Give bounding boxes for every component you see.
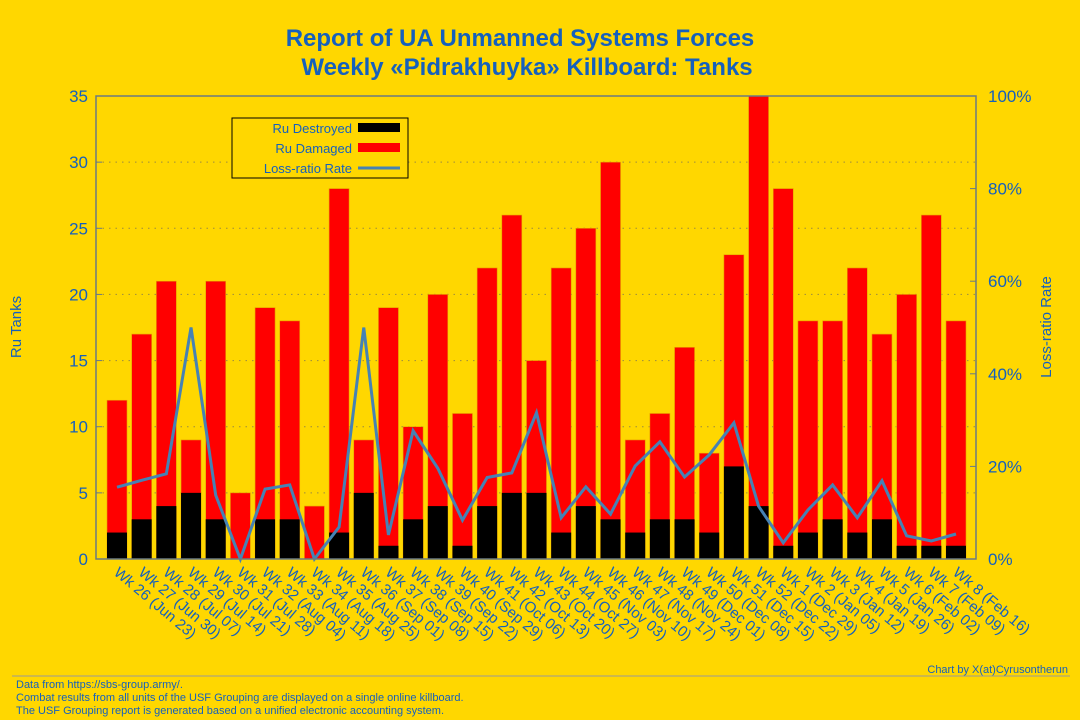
footer-line-1: Data from https://sbs-group.army/. <box>16 679 183 691</box>
legend-damaged-swatch <box>358 143 400 152</box>
y-tick-label: 20 <box>69 285 88 304</box>
plot-frame <box>95 95 977 560</box>
bar-destroyed <box>156 506 177 559</box>
bar-destroyed <box>477 506 498 559</box>
y2-tick-label: 20% <box>988 457 1022 476</box>
bar-destroyed <box>625 532 646 559</box>
bar-damaged <box>797 320 819 560</box>
bar-destroyed <box>255 519 276 559</box>
bar-destroyed <box>205 519 226 559</box>
bar-damaged <box>452 413 473 560</box>
bar-damaged <box>945 320 967 560</box>
y2-tick-label: 60% <box>988 272 1022 291</box>
legend-damaged: Ru Damaged <box>275 141 352 156</box>
y-tick-label: 30 <box>69 153 88 172</box>
bar-damaged <box>328 188 350 560</box>
y2-tick-label: 100% <box>988 87 1031 106</box>
bar-destroyed <box>773 545 794 559</box>
chart-credit: Chart by X(at)Cyrusontherun <box>927 664 1068 676</box>
bar-damaged <box>921 214 942 560</box>
chart-title-line-2: Weekly «Pidrakhuyka» Killboard: Tanks <box>301 54 752 81</box>
legend-destroyed-swatch <box>358 123 400 132</box>
y-tick-label: 35 <box>69 87 88 106</box>
footer-line-2: Combat results from all units of the USF… <box>16 692 464 704</box>
bar-destroyed <box>674 519 695 559</box>
y2-tick-label: 80% <box>988 180 1022 199</box>
bar-damaged <box>378 307 399 560</box>
bar-destroyed <box>871 519 892 559</box>
bar-destroyed <box>501 492 522 559</box>
bar-destroyed <box>699 532 720 559</box>
bar-destroyed <box>403 519 424 559</box>
y2-axis-label: Loss-ratio Rate <box>1038 276 1055 378</box>
bar-destroyed <box>452 545 473 559</box>
chart-title-line-1: Report of UA Unmanned Systems Forces <box>286 25 755 52</box>
bar-destroyed <box>526 492 547 559</box>
bar-destroyed <box>575 506 596 559</box>
y-axis-ticks: 0 5 10 15 20 25 30 35 <box>69 87 102 569</box>
bar-destroyed <box>131 519 152 559</box>
bar-destroyed <box>649 519 670 559</box>
bar-destroyed <box>946 545 966 559</box>
bars <box>106 95 967 560</box>
bar-destroyed <box>847 532 868 559</box>
y-tick-label: 10 <box>69 418 88 437</box>
bar-destroyed <box>353 492 374 559</box>
bar-destroyed <box>427 506 448 559</box>
bar-destroyed <box>600 519 621 559</box>
bar-destroyed <box>797 532 818 559</box>
bar-damaged <box>772 188 794 560</box>
bar-destroyed <box>896 545 917 559</box>
bar-destroyed <box>748 506 769 559</box>
bar-destroyed <box>107 532 127 559</box>
y2-tick-label: 40% <box>988 365 1022 384</box>
y-tick-label: 0 <box>79 550 88 569</box>
bar-damaged <box>748 95 769 560</box>
legend-loss-ratio: Loss-ratio Rate <box>264 161 352 176</box>
bar-destroyed <box>921 545 942 559</box>
y-tick-label: 5 <box>79 484 88 503</box>
y2-tick-label: 0% <box>988 550 1013 569</box>
footer-line-3: The USF Grouping report is generated bas… <box>16 705 444 717</box>
y-tick-label: 25 <box>69 219 88 238</box>
y-tick-label: 15 <box>69 352 88 371</box>
x-axis-ticks: Wk 26 (Jun 23)Wk 27 (Jun 30)Wk 28 (Jul 0… <box>110 564 1033 644</box>
bar-destroyed <box>329 532 350 559</box>
legend-destroyed: Ru Destroyed <box>273 121 352 136</box>
legend: Ru Destroyed Ru Damaged Loss-ratio Rate <box>231 117 409 179</box>
bar-destroyed <box>181 492 202 559</box>
bar-destroyed <box>551 532 572 559</box>
bar-destroyed <box>822 519 843 559</box>
bar-destroyed <box>279 519 300 559</box>
bar-destroyed <box>723 466 744 559</box>
y-axis-label: Ru Tanks <box>8 296 25 358</box>
bar-destroyed <box>378 545 399 559</box>
y2-axis-ticks: 0% 20% 40% 60% 80% 100% <box>970 87 1031 569</box>
bar-damaged <box>230 492 251 560</box>
